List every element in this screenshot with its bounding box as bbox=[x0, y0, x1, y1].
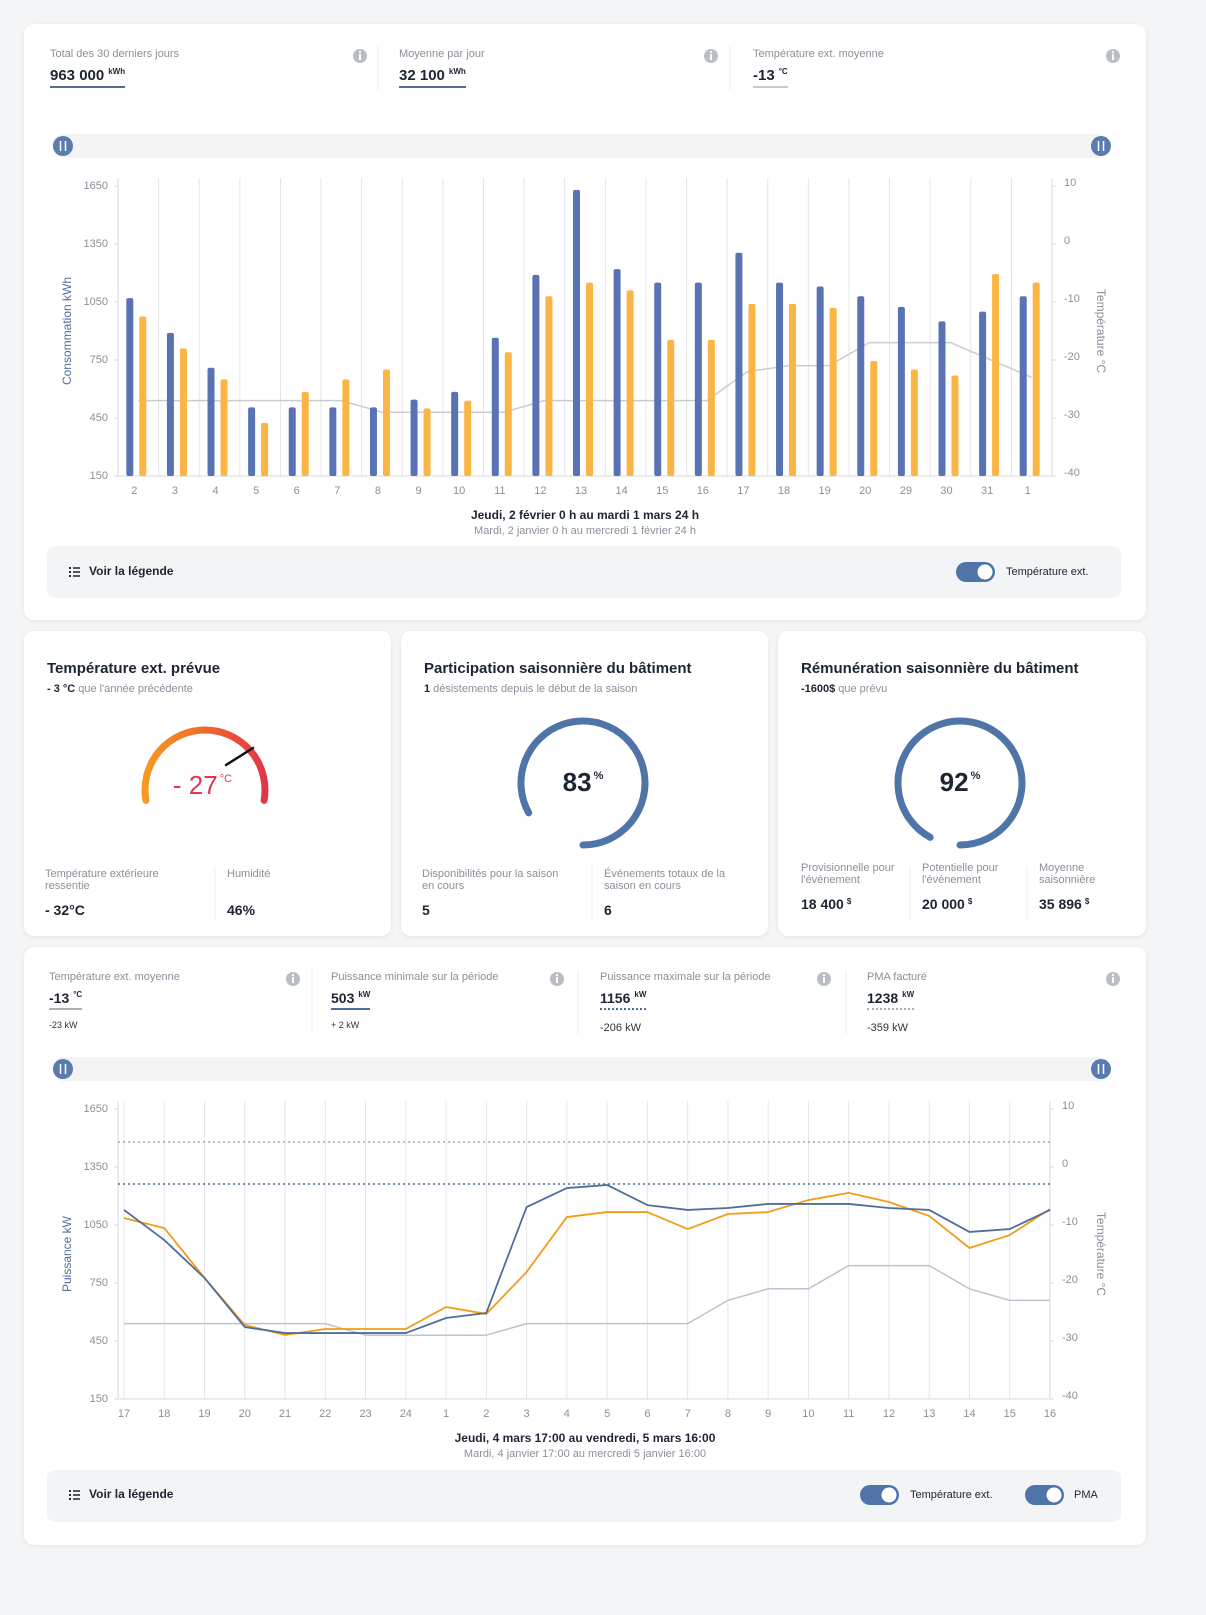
stat-value: 20 000 $ bbox=[922, 896, 972, 912]
note-value: -1600$ bbox=[801, 683, 836, 695]
stat-label: Provisionnelle pour l'événement bbox=[801, 862, 895, 886]
power-card bbox=[24, 947, 1146, 1545]
stat-label: Humidité bbox=[227, 868, 271, 880]
stat-value: 5 bbox=[422, 902, 430, 918]
ring-unit: % bbox=[593, 770, 604, 782]
gauge-value: - 27 °C bbox=[145, 770, 260, 801]
stat-label: Puissance maximale sur la période bbox=[600, 971, 771, 983]
stat-unit: °C bbox=[73, 990, 83, 999]
stat-number: 20 000 bbox=[922, 896, 965, 912]
stat-label: Événements totaux de la saison en cours bbox=[604, 868, 726, 892]
stat-number: 18 400 bbox=[801, 896, 844, 912]
stat-number: -13 bbox=[49, 990, 70, 1006]
card-title: Participation saisonnière du bâtiment bbox=[424, 660, 692, 677]
stat-label: Potentielle pour l'événement bbox=[922, 862, 999, 886]
note-text: que prévu bbox=[838, 683, 888, 695]
stat-label: Température ext. moyenne bbox=[49, 971, 180, 983]
stat-label: Température extérieure ressentie bbox=[45, 868, 159, 892]
stat-value: 6 bbox=[604, 902, 612, 918]
stat-value: -13 °C bbox=[49, 990, 83, 1010]
stat-number: -13 bbox=[753, 67, 775, 84]
stat-label: PMA facturé bbox=[867, 971, 927, 983]
stat-label: Température ext. moyenne bbox=[753, 48, 884, 60]
stat-number: 963 000 bbox=[50, 67, 105, 84]
stat-value: 35 896 $ bbox=[1039, 896, 1089, 912]
gauge-number: - 27 bbox=[172, 770, 218, 800]
stat-value: 32 100 kWh bbox=[399, 67, 466, 88]
stat-number: 5 bbox=[422, 902, 430, 918]
stat-unit: kW bbox=[634, 990, 647, 999]
stat-unit: kWh bbox=[448, 67, 466, 76]
card-note: 1 désistements depuis le début de la sais… bbox=[424, 683, 637, 695]
stat-unit: kW bbox=[358, 990, 371, 999]
stat-label: Moyenne saisonnière bbox=[1039, 862, 1096, 886]
consumption-card bbox=[24, 24, 1146, 620]
note-value: - 3 °C bbox=[47, 683, 76, 695]
ring-unit: % bbox=[970, 770, 981, 782]
ring-value: 83% bbox=[533, 767, 633, 798]
stat-label: Moyenne par jour bbox=[399, 48, 485, 60]
stat-value: -13 °C bbox=[753, 67, 788, 88]
card-note: -1600$ que prévu bbox=[801, 683, 887, 695]
stat-number: 6 bbox=[604, 902, 612, 918]
stat-number: 46% bbox=[227, 902, 256, 918]
stat-value: 503 kW bbox=[331, 990, 371, 1010]
gauge-unit: °C bbox=[219, 773, 233, 785]
stat-value: 46% bbox=[227, 902, 255, 918]
ring-value: 92% bbox=[910, 767, 1010, 798]
stat-value: 1156 kW bbox=[600, 990, 647, 1010]
legend-bar bbox=[47, 1470, 1121, 1522]
stat-value: 18 400 $ bbox=[801, 896, 851, 912]
stat-number: 1156 bbox=[600, 990, 631, 1006]
stat-number: 32 100 bbox=[399, 67, 445, 84]
stat-delta: + 2 kW bbox=[331, 1020, 360, 1030]
stat-value: 963 000 kWh bbox=[50, 67, 126, 88]
note-value: 1 bbox=[424, 683, 431, 695]
stat-unit: $ bbox=[967, 897, 973, 906]
legend-bar bbox=[47, 546, 1121, 598]
card-title: Température ext. prévue bbox=[47, 660, 221, 677]
stat-label: Disponibilités pour la saison en cours bbox=[422, 868, 559, 892]
stat-unit: $ bbox=[1084, 897, 1090, 906]
stat-delta: -359 kW bbox=[867, 1022, 908, 1034]
stat-number: 503 bbox=[331, 990, 355, 1006]
note-text: désistements depuis le début de la saiso… bbox=[433, 683, 638, 695]
stat-unit: kWh bbox=[108, 67, 126, 76]
stat-number: 35 896 bbox=[1039, 896, 1082, 912]
ring-number: 92 bbox=[939, 767, 969, 797]
stat-unit: $ bbox=[846, 897, 852, 906]
stat-delta: -206 kW bbox=[600, 1022, 641, 1034]
stat-number: 1238 bbox=[867, 990, 899, 1006]
ring-number: 83 bbox=[562, 767, 592, 797]
stat-label: Puissance minimale sur la période bbox=[331, 971, 499, 983]
stat-value: 1238 kW bbox=[867, 990, 915, 1010]
stat-delta: -23 kW bbox=[49, 1020, 78, 1030]
card-note: - 3 °C que l'année précédente bbox=[47, 683, 193, 695]
stat-label: Total des 30 derniers jours bbox=[50, 48, 180, 60]
card-title: Rémunération saisonnière du bâtiment bbox=[801, 660, 1079, 677]
stat-unit: kW bbox=[902, 990, 915, 999]
stat-number: - 32°C bbox=[45, 902, 85, 918]
stat-value: - 32°C bbox=[45, 902, 85, 918]
note-text: que l'année précédente bbox=[78, 683, 193, 695]
stat-unit: °C bbox=[778, 67, 788, 76]
